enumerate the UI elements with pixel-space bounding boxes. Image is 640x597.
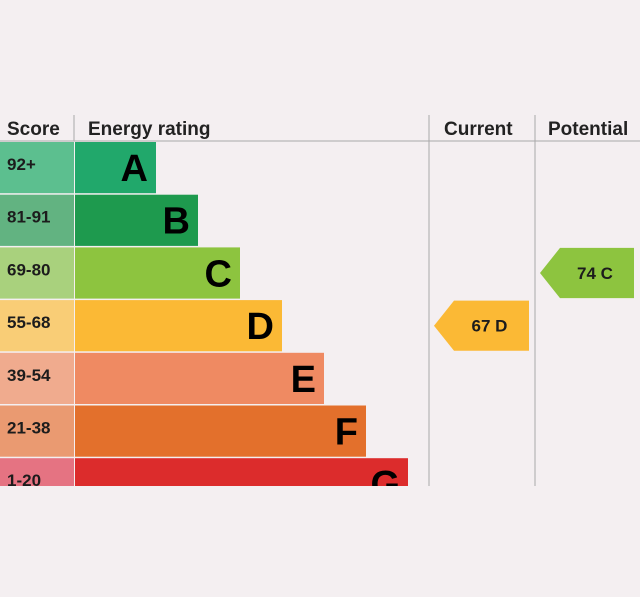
current-marker-label: 67 D: [472, 317, 508, 336]
band-letter-b: B: [163, 201, 190, 243]
score-label-a: 92+: [7, 155, 36, 174]
rating-markers: 67 D 74 C: [434, 247, 634, 351]
rating-header: Energy rating: [88, 119, 210, 140]
current-marker: [434, 300, 529, 351]
band-bar-a: [75, 142, 156, 194]
score-label-e: 39-54: [7, 366, 51, 385]
band-letter-d: D: [247, 306, 274, 348]
score-cell-d: [0, 300, 74, 352]
score-cell-b: [0, 194, 74, 246]
rating-bands: 92+ A81-91 B69-80 C55-68 D39-54 E21-38 F1-20 G: [0, 142, 640, 597]
score-cell-f: [0, 405, 74, 457]
band-bar-c: [75, 247, 240, 299]
potential-marker: [540, 247, 634, 299]
band-bar-d: [75, 300, 282, 352]
current-header: Current: [444, 119, 513, 140]
score-label-c: 69-80: [7, 260, 50, 279]
bottom-mask: [0, 486, 640, 597]
score-header: Score: [7, 119, 60, 140]
potential-marker-label: 74 C: [577, 264, 613, 283]
band-letter-a: A: [121, 148, 148, 190]
score-cell-e: [0, 352, 74, 404]
band-letter-e: E: [291, 359, 316, 401]
potential-header: Potential: [548, 119, 628, 140]
score-cell-a: [0, 142, 74, 194]
band-bar-e: [75, 352, 324, 404]
band-letter-f: F: [335, 412, 358, 454]
band-bar-f: [75, 405, 366, 457]
band-letter-c: C: [205, 253, 232, 295]
band-bar-b: [75, 194, 198, 246]
score-label-d: 55-68: [7, 313, 50, 332]
band-bar-g: [75, 458, 408, 486]
score-label-f: 21-38: [7, 419, 50, 438]
score-cell-c: [0, 247, 74, 299]
score-label-b: 81-91: [7, 208, 50, 227]
score-label-g: 1-20: [7, 471, 41, 490]
score-cell-g: [0, 458, 74, 486]
